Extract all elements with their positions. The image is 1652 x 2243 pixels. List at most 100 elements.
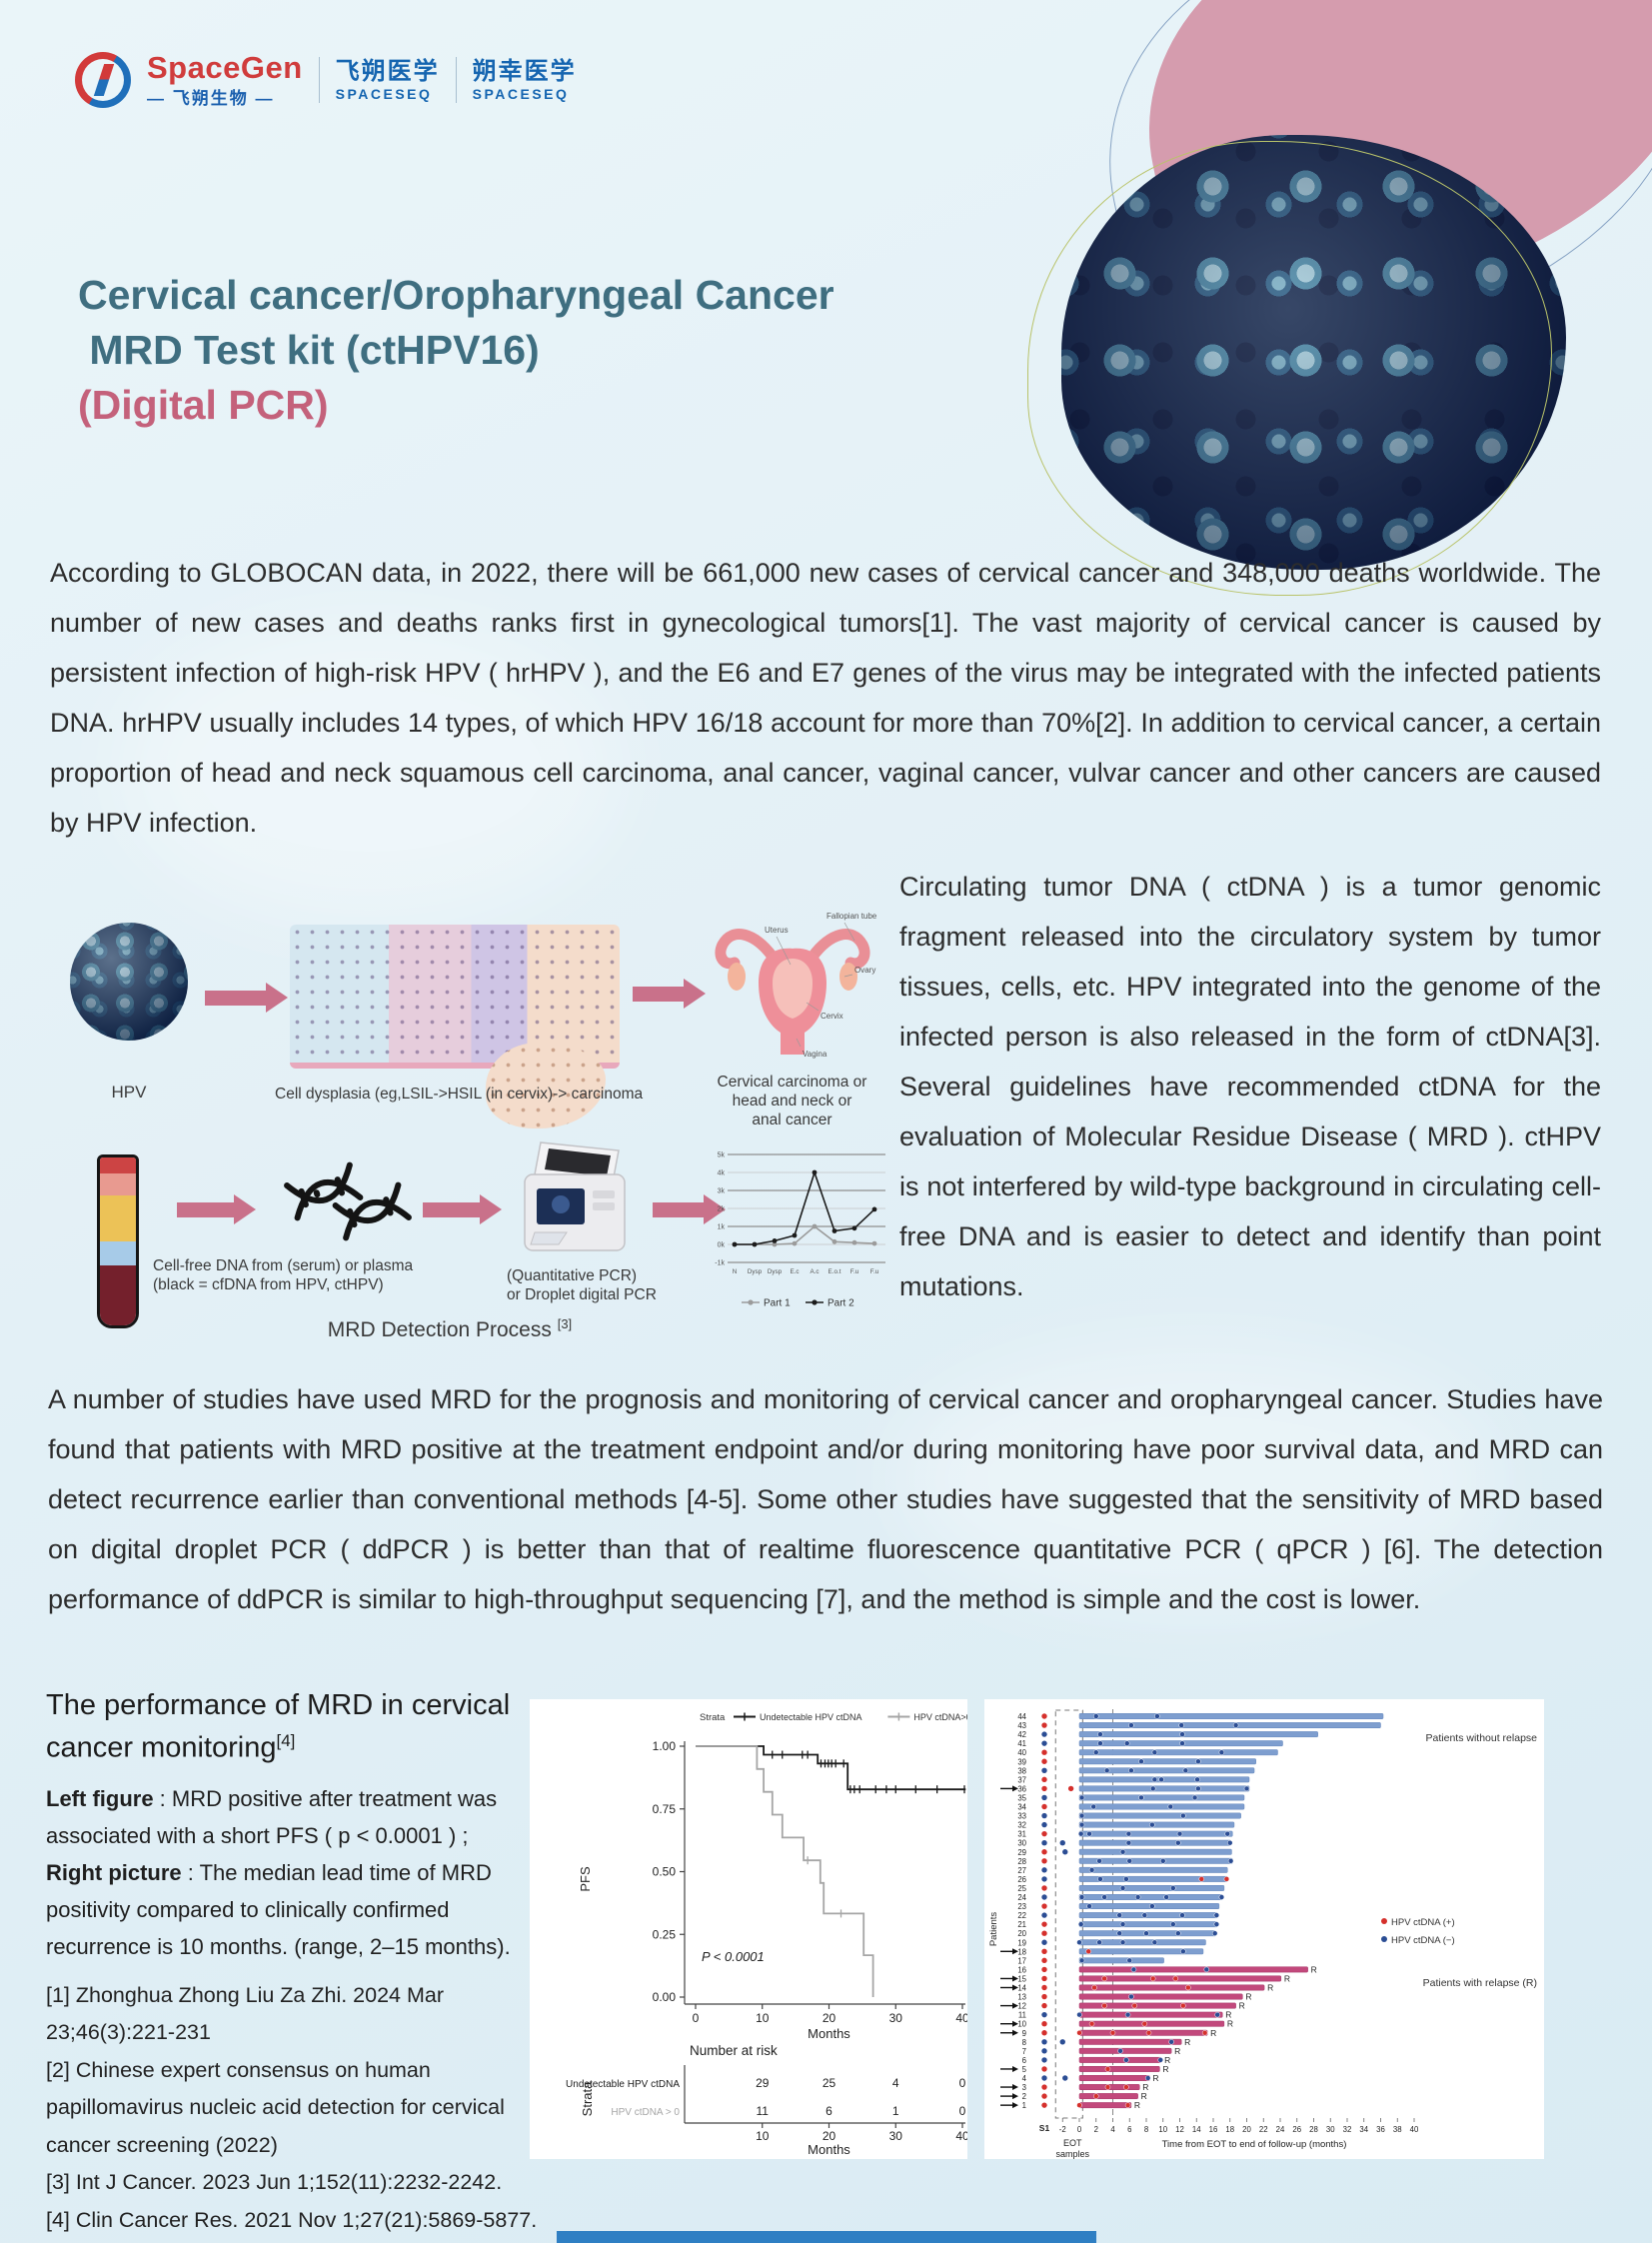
blood-tube-icon [97,1154,139,1328]
svg-text:1.00: 1.00 [653,1739,677,1753]
arrow-icon [653,1194,726,1224]
svg-text:2: 2 [1022,2092,1026,2101]
svg-text:8: 8 [1144,2125,1148,2134]
svg-text:20: 20 [823,2011,836,2025]
svg-text:R: R [1225,2010,1231,2020]
uterus-label: Uterus [765,926,789,935]
svg-text:32: 32 [1017,1821,1026,1830]
svg-text:1: 1 [1022,2101,1026,2110]
carcinoma-label: Cervical carcinoma or head and neck or a… [717,1074,867,1128]
svg-text:0k: 0k [718,1242,726,1249]
svg-text:0: 0 [1077,2125,1082,2134]
svg-text:40: 40 [1410,2125,1419,2134]
unit1-en: SPACESEQ [335,86,433,102]
heading-text: The performance of MRD in cervical cance… [46,1689,511,1764]
svg-text:F.u: F.u [850,1268,859,1275]
reference-item: [1] Zhonghua Zhong Liu Za Zhi. 2024 Mar … [46,1982,444,2045]
tube-layer [100,1195,136,1241]
svg-text:20: 20 [823,2129,836,2143]
svg-text:R: R [1227,2019,1233,2029]
svg-text:0.00: 0.00 [653,1990,677,2004]
cervix-label: Cervix [821,1012,843,1021]
studies-paragraph: A number of studies have used MRD for th… [48,1384,1603,1614]
tube-layer [100,1265,136,1325]
brand-subtitle: — 飞朔生物 — [147,88,275,108]
svg-text:Undetectable HPV ctDNA: Undetectable HPV ctDNA [566,2079,680,2090]
svg-text:28: 28 [1017,1857,1026,1866]
svg-text:N: N [733,1268,738,1275]
arrow-icon [205,983,288,1013]
svg-text:2: 2 [1094,2125,1098,2134]
title-line-2: MRD Test kit (ctHPV16) [78,327,540,373]
svg-text:7: 7 [1022,2047,1026,2056]
svg-text:Patients with relapse (R): Patients with relapse (R) [1423,1977,1537,1989]
svg-text:6: 6 [1127,2125,1131,2134]
pcr-label: (Quantitative PCR) or Droplet digital PC… [507,1267,657,1303]
background-glow [899,1349,1499,1609]
svg-text:-2: -2 [1059,2125,1066,2134]
svg-text:Dysp: Dysp [748,1268,763,1275]
svg-text:41: 41 [1017,1739,1026,1748]
svg-text:P < 0.0001: P < 0.0001 [702,1949,765,1964]
logo-divider [455,57,457,103]
svg-text:14: 14 [1192,2125,1201,2134]
monitoring-heading: The performance of MRD in cervical cance… [46,1687,546,1766]
svg-text:30: 30 [889,2129,903,2143]
spacegen-logo-text: SpaceGen — 飞朔生物 — [147,49,303,109]
svg-text:HPV ctDNA>0: HPV ctDNA>0 [913,1712,967,1722]
svg-text:20: 20 [1242,2125,1251,2134]
svg-text:R: R [1164,2055,1170,2065]
svg-text:5: 5 [1022,2065,1027,2074]
svg-text:E.o.t: E.o.t [828,1268,841,1275]
monitoring-column: The performance of MRD in cervical cance… [46,1687,546,2243]
swimmer-plot: Patients without relapse Patients with re… [984,1699,1544,2159]
mrd-process-diagram: HPV Cell dysplasia (eg,LSIL->HSIL (in ce… [55,855,889,1344]
vagina-label: Vagina [803,1050,827,1059]
svg-text:Dysp: Dysp [768,1268,783,1275]
svg-text:14: 14 [1017,1984,1026,1993]
svg-text:0.50: 0.50 [653,1865,677,1879]
left-figure-label: Left figure [46,1785,154,1811]
svg-text:4: 4 [1022,2074,1027,2083]
dysplasia-label: Cell dysplasia (eg,LSIL->HSIL (in cervix… [275,1086,644,1103]
svg-text:R: R [1134,2100,1140,2110]
svg-text:40: 40 [955,2011,967,2025]
svg-text:39: 39 [1017,1757,1026,1766]
svg-text:S1: S1 [1039,2123,1050,2133]
hpv-label: HPV [111,1083,147,1102]
fallopian-label: Fallopian tube [826,912,877,921]
svg-text:29: 29 [1017,1848,1026,1857]
svg-text:24: 24 [1276,2125,1285,2134]
brand-name: SpaceGen [147,49,303,85]
svg-text:0: 0 [959,2104,966,2118]
dna-icon [284,1161,412,1241]
arrow-icon [177,1194,256,1224]
svg-text:25: 25 [823,2076,836,2090]
svg-text:EOT: EOT [1063,2138,1082,2148]
svg-text:Undetectable HPV ctDNA: Undetectable HPV ctDNA [760,1712,862,1722]
svg-text:0: 0 [959,2076,966,2090]
background-glow [120,620,620,920]
svg-text:R: R [1284,1973,1290,1983]
svg-text:40: 40 [1017,1748,1026,1757]
svg-text:38: 38 [1393,2125,1402,2134]
figure-descriptions: Left figure : MRD positive after treatme… [46,1780,546,1965]
unit1-logo: 飞朔医学 SPACESEQ [336,58,440,102]
reference-item: [4] Clin Cancer Res. 2021 Nov 1;27(21):5… [46,2207,538,2232]
svg-text:Strata: Strata [700,1712,726,1723]
svg-text:HPV ctDNA (+): HPV ctDNA (+) [1391,1917,1455,1928]
intro-paragraph: According to GLOBOCAN data, in 2022, the… [50,558,1601,838]
svg-text:36: 36 [1376,2125,1385,2134]
arrow-icon [423,1194,502,1224]
svg-text:HPV ctDNA > 0: HPV ctDNA > 0 [611,2107,680,2118]
tube-label: Cell-free DNA from (serum) or plasma (bl… [153,1257,414,1293]
svg-text:37: 37 [1017,1775,1026,1784]
svg-text:4: 4 [1110,2125,1115,2134]
pcr-machine-icon [524,1141,626,1251]
svg-text:0.75: 0.75 [653,1802,677,1816]
title-line-3: (Digital PCR) [78,382,329,428]
svg-text:2k: 2k [718,1206,726,1213]
svg-text:Months: Months [808,2026,850,2041]
svg-text:4: 4 [892,2076,899,2090]
cell-dysplasia-illustration [290,925,620,1128]
